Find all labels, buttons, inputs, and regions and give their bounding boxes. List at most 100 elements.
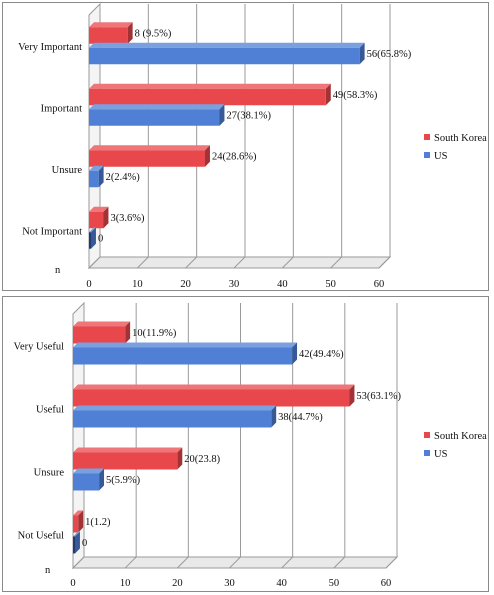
bar-front-face	[73, 473, 100, 491]
x-tick-label: 50	[325, 279, 336, 290]
bar-front-face	[89, 88, 326, 106]
bar-front-face	[89, 47, 360, 65]
category-label: Important	[41, 103, 82, 114]
bar-south-korea	[73, 321, 131, 344]
legend-swatch	[424, 134, 430, 140]
legend-label: US	[434, 151, 448, 162]
legend-swatch	[424, 432, 430, 438]
bar-top-face	[73, 321, 131, 327]
chart-importance: 0 10 20 30 40 50 60 Very Important 8 (9.5%) 56(65…	[18, 3, 487, 290]
data-label: 53(63.1%)	[356, 391, 401, 402]
bar-front-face	[73, 452, 178, 470]
gridline-floor	[233, 256, 246, 269]
data-label: 1(1.2)	[85, 517, 111, 528]
bar-front-face	[89, 232, 91, 249]
bar-us	[73, 342, 298, 365]
bar-front-face	[73, 347, 293, 365]
x-tick-label: 0	[86, 279, 91, 290]
bar-us	[89, 165, 104, 188]
corner-label: n	[45, 565, 51, 576]
category-label: Very Important	[18, 42, 82, 53]
data-label: 2(2.4%)	[106, 172, 141, 183]
bar-end-face	[359, 42, 365, 65]
bar-front-face	[89, 211, 104, 229]
bar-us	[89, 42, 365, 65]
data-label: 20(23.8)	[184, 454, 220, 465]
bar-end-face	[91, 227, 96, 249]
chart-panel-importance: 0 10 20 30 40 50 60 Very Important 8 (9.5%) 56(65…	[2, 2, 489, 291]
x-tick-label: 30	[224, 578, 235, 589]
bar-front-face	[89, 27, 128, 44]
gridline-floor	[229, 556, 241, 569]
data-label: 56(65.8%)	[367, 49, 412, 60]
gridline-floor	[330, 256, 343, 269]
bar-us	[89, 227, 96, 249]
bar-end-face	[75, 531, 80, 554]
bar-front-face	[89, 109, 220, 126]
bar-end-face	[325, 83, 331, 106]
bar-top-face	[73, 384, 355, 390]
bar-end-face	[205, 145, 210, 167]
bar-top-face	[89, 104, 225, 110]
data-label: 10(11.9%)	[132, 328, 177, 339]
bar-front-face	[73, 389, 350, 407]
category-label: Unsure	[34, 468, 65, 479]
gridline-floor	[124, 556, 137, 569]
legend-label: US	[434, 449, 448, 460]
bar-end-face	[292, 342, 298, 365]
x-tick-label: 30	[229, 279, 240, 290]
data-label: 27(38.1%)	[226, 111, 271, 122]
bar-end-face	[349, 384, 355, 407]
corner-label: n	[55, 265, 61, 276]
bar-front-face	[73, 326, 126, 344]
bar-south-korea	[89, 22, 133, 44]
gridline-floor	[281, 556, 294, 569]
category-label: Useful	[36, 405, 64, 416]
bar-top-face	[73, 531, 80, 537]
bar-end-face	[98, 165, 104, 188]
bar-front-face	[89, 150, 205, 167]
bar-end-face	[78, 510, 84, 533]
bar-end-face	[271, 405, 277, 428]
legend-swatch	[424, 450, 430, 456]
bar-end-face	[177, 447, 183, 470]
bar-south-korea	[73, 384, 355, 407]
gridline-floor	[378, 256, 391, 269]
bar-front-face	[73, 536, 75, 554]
bar-front-face	[73, 410, 272, 428]
x-tick-label: 60	[381, 578, 392, 589]
chart-panel-usefulness: 0 10 20 30 40 50 60 Very Useful 10(11.9%) 42(49.4…	[2, 296, 489, 592]
bar-us	[73, 531, 80, 554]
bar-top-face	[89, 206, 109, 212]
bar-top-face	[89, 22, 133, 28]
gridline-floor	[333, 556, 346, 569]
bar-top-face	[89, 83, 331, 89]
bar-end-face	[219, 104, 225, 126]
gridline-floor	[281, 256, 294, 269]
legend-swatch	[424, 152, 430, 158]
bar-south-korea	[89, 206, 109, 229]
legend-label: South Korea	[434, 133, 487, 144]
data-label: 49(58.3%)	[333, 90, 378, 101]
bar-top-face	[89, 42, 365, 48]
bar-end-face	[125, 321, 131, 344]
bar-front-face	[73, 515, 79, 533]
bar-top-face	[73, 405, 277, 411]
x-tick-label: 60	[374, 279, 385, 290]
x-tick-label: 10	[132, 279, 143, 290]
x-tick-label: 0	[70, 578, 75, 589]
bar-us	[73, 405, 277, 428]
bar-end-face	[99, 468, 105, 491]
data-label: 0	[98, 234, 103, 245]
x-tick-label: 40	[276, 578, 287, 589]
bar-end-face	[127, 22, 133, 44]
data-label: 42(49.4%)	[299, 349, 344, 360]
bar-front-face	[89, 170, 99, 188]
x-tick-label: 10	[120, 578, 131, 589]
category-label: Not Useful	[18, 531, 64, 542]
gridline-floor	[136, 256, 149, 269]
x-tick-label: 40	[277, 279, 288, 290]
data-label: 5(5.9%)	[106, 475, 141, 486]
x-tick-label: 20	[180, 279, 191, 290]
chart-usefulness: 0 10 20 30 40 50 60 Very Useful 10(11.9%) 42(49.4…	[14, 301, 487, 589]
